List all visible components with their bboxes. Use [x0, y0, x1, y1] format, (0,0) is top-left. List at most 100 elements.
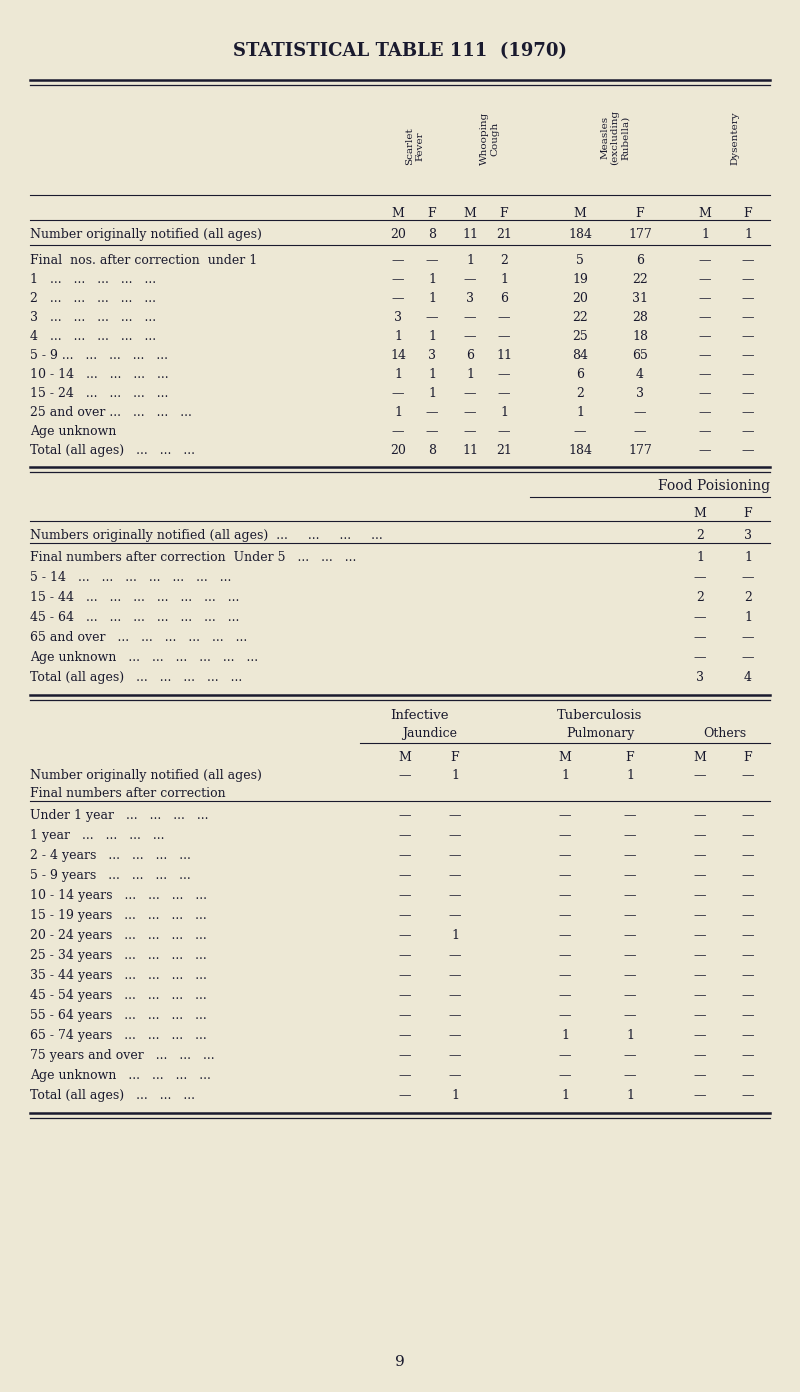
Text: —: — — [464, 330, 476, 342]
Text: 65 - 74 years   ...   ...   ...   ...: 65 - 74 years ... ... ... ... — [30, 1029, 206, 1043]
Text: —: — — [398, 969, 411, 981]
Text: —: — — [742, 1069, 754, 1082]
Text: Dysentery: Dysentery — [730, 111, 739, 166]
Text: —: — — [398, 768, 411, 782]
Text: —: — — [742, 928, 754, 942]
Text: 5 - 14   ...   ...   ...   ...   ...   ...   ...: 5 - 14 ... ... ... ... ... ... ... — [30, 571, 231, 585]
Text: —: — — [694, 889, 706, 902]
Text: —: — — [398, 1089, 411, 1102]
Text: —: — — [698, 349, 711, 362]
Text: —: — — [694, 768, 706, 782]
Text: —: — — [558, 1050, 571, 1062]
Text: 1: 1 — [626, 1089, 634, 1102]
Text: —: — — [449, 969, 462, 981]
Text: M: M — [398, 752, 411, 764]
Text: —: — — [398, 928, 411, 942]
Text: —: — — [698, 367, 711, 381]
Text: 1: 1 — [394, 406, 402, 419]
Text: 20: 20 — [572, 292, 588, 305]
Text: F: F — [626, 752, 634, 764]
Text: —: — — [624, 849, 636, 862]
Text: 5: 5 — [576, 253, 584, 267]
Text: Age unknown: Age unknown — [30, 425, 116, 438]
Text: —: — — [464, 425, 476, 438]
Text: M: M — [694, 507, 706, 521]
Text: F: F — [428, 207, 436, 220]
Text: 8: 8 — [428, 228, 436, 241]
Text: Infective: Infective — [390, 709, 449, 722]
Text: —: — — [634, 425, 646, 438]
Text: —: — — [698, 406, 711, 419]
Text: 1: 1 — [451, 1089, 459, 1102]
Text: —: — — [698, 444, 711, 457]
Text: 3   ...   ...   ...   ...   ...: 3 ... ... ... ... ... — [30, 310, 156, 324]
Text: —: — — [624, 928, 636, 942]
Text: —: — — [449, 849, 462, 862]
Text: 8: 8 — [428, 444, 436, 457]
Text: 65: 65 — [632, 349, 648, 362]
Text: 28: 28 — [632, 310, 648, 324]
Text: F: F — [744, 207, 752, 220]
Text: —: — — [574, 425, 586, 438]
Text: Final numbers after correction: Final numbers after correction — [30, 786, 226, 800]
Text: —: — — [742, 1050, 754, 1062]
Text: —: — — [694, 631, 706, 644]
Text: —: — — [426, 406, 438, 419]
Text: Number originally notified (all ages): Number originally notified (all ages) — [30, 228, 262, 241]
Text: 11: 11 — [496, 349, 512, 362]
Text: F: F — [636, 207, 644, 220]
Text: 177: 177 — [628, 444, 652, 457]
Text: F: F — [500, 207, 508, 220]
Text: 2   ...   ...   ...   ...   ...: 2 ... ... ... ... ... — [30, 292, 156, 305]
Text: —: — — [558, 1009, 571, 1022]
Text: —: — — [698, 273, 711, 285]
Text: —: — — [558, 889, 571, 902]
Text: 3: 3 — [394, 310, 402, 324]
Text: 45 - 64   ...   ...   ...   ...   ...   ...   ...: 45 - 64 ... ... ... ... ... ... ... — [30, 611, 239, 624]
Text: —: — — [464, 406, 476, 419]
Text: —: — — [694, 651, 706, 664]
Text: —: — — [464, 387, 476, 400]
Text: —: — — [694, 830, 706, 842]
Text: M: M — [574, 207, 586, 220]
Text: 6: 6 — [636, 253, 644, 267]
Text: —: — — [398, 988, 411, 1002]
Text: —: — — [449, 949, 462, 962]
Text: 11: 11 — [462, 444, 478, 457]
Text: 65 and over   ...   ...   ...   ...   ...   ...: 65 and over ... ... ... ... ... ... — [30, 631, 247, 644]
Text: 15 - 44   ...   ...   ...   ...   ...   ...   ...: 15 - 44 ... ... ... ... ... ... ... — [30, 592, 239, 604]
Text: —: — — [398, 1069, 411, 1082]
Text: 1: 1 — [626, 768, 634, 782]
Text: —: — — [624, 869, 636, 883]
Text: Number originally notified (all ages): Number originally notified (all ages) — [30, 768, 262, 782]
Text: 20 - 24 years   ...   ...   ...   ...: 20 - 24 years ... ... ... ... — [30, 928, 206, 942]
Text: —: — — [698, 387, 711, 400]
Text: —: — — [558, 830, 571, 842]
Text: —: — — [449, 889, 462, 902]
Text: —: — — [694, 611, 706, 624]
Text: —: — — [742, 849, 754, 862]
Text: Age unknown   ...   ...   ...   ...: Age unknown ... ... ... ... — [30, 1069, 211, 1082]
Text: —: — — [392, 253, 404, 267]
Text: —: — — [694, 1089, 706, 1102]
Text: 2: 2 — [696, 592, 704, 604]
Text: 21: 21 — [496, 228, 512, 241]
Text: Food Poisioning: Food Poisioning — [658, 479, 770, 493]
Text: 84: 84 — [572, 349, 588, 362]
Text: —: — — [398, 869, 411, 883]
Text: 2: 2 — [744, 592, 752, 604]
Text: 4: 4 — [744, 671, 752, 683]
Text: —: — — [392, 425, 404, 438]
Text: 15 - 24   ...   ...   ...   ...: 15 - 24 ... ... ... ... — [30, 387, 168, 400]
Text: 9: 9 — [395, 1354, 405, 1368]
Text: —: — — [398, 830, 411, 842]
Text: —: — — [449, 1069, 462, 1082]
Text: —: — — [742, 273, 754, 285]
Text: 2: 2 — [576, 387, 584, 400]
Text: —: — — [449, 1029, 462, 1043]
Text: 5 - 9 ...   ...   ...   ...   ...: 5 - 9 ... ... ... ... ... — [30, 349, 168, 362]
Text: 4: 4 — [636, 367, 644, 381]
Text: —: — — [398, 849, 411, 862]
Text: —: — — [449, 909, 462, 922]
Text: —: — — [742, 310, 754, 324]
